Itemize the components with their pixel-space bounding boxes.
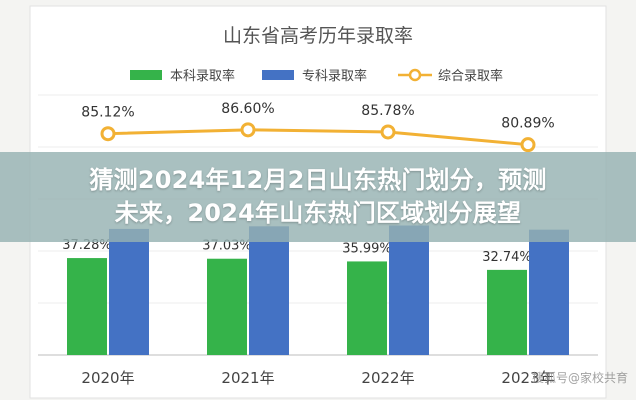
line-point <box>520 137 536 153</box>
data-label: 35.99% <box>342 241 392 256</box>
bar <box>487 269 527 355</box>
watermark: 搜狐号@家校共育 <box>531 371 628 385</box>
legend-label: 专科录取率 <box>302 68 367 84</box>
x-tick-label: 2020年 <box>81 369 134 387</box>
line-point <box>380 124 396 140</box>
x-tick-label: 2021年 <box>221 369 274 387</box>
data-label: 85.12% <box>81 105 134 121</box>
bar <box>249 226 289 355</box>
bar <box>347 261 387 355</box>
bar <box>67 258 107 355</box>
bar <box>109 228 149 355</box>
data-label: 32.74% <box>482 250 532 265</box>
line-point <box>240 122 256 138</box>
bar <box>529 229 569 355</box>
data-label: 85.78% <box>361 103 414 119</box>
legend-marker-swatch <box>408 68 422 82</box>
legend: 本科录取率 专科录取率 综合录取率 <box>130 68 503 84</box>
headline-overlay: 猜测2024年12月2日山东热门划分，预测 未来，2024年山东热门区域划分展望 <box>0 152 636 242</box>
plot-area: 37.28%2020年37.03%2021年35.99%2022年32.74%2… <box>38 94 598 387</box>
line-point <box>100 126 116 142</box>
bar <box>207 258 247 355</box>
data-label: 86.60% <box>221 101 274 117</box>
legend-label: 综合录取率 <box>438 68 503 84</box>
legend-bar-swatch <box>130 70 162 80</box>
headline-line-1: 猜测2024年12月2日山东热门划分，预测 <box>89 166 547 194</box>
legend-label: 本科录取率 <box>170 68 235 84</box>
headline-line-2: 未来，2024年山东热门区域划分展望 <box>114 199 522 227</box>
data-label: 80.89% <box>501 116 554 132</box>
x-tick-label: 2023年 <box>501 369 554 387</box>
chart-title: 山东省高考历年录取率 <box>223 25 413 47</box>
x-tick-label: 2022年 <box>361 369 414 387</box>
series-line <box>107 128 529 147</box>
bar <box>389 225 429 355</box>
data-label: 37.03% <box>202 239 252 254</box>
legend-bar-swatch <box>262 70 294 80</box>
